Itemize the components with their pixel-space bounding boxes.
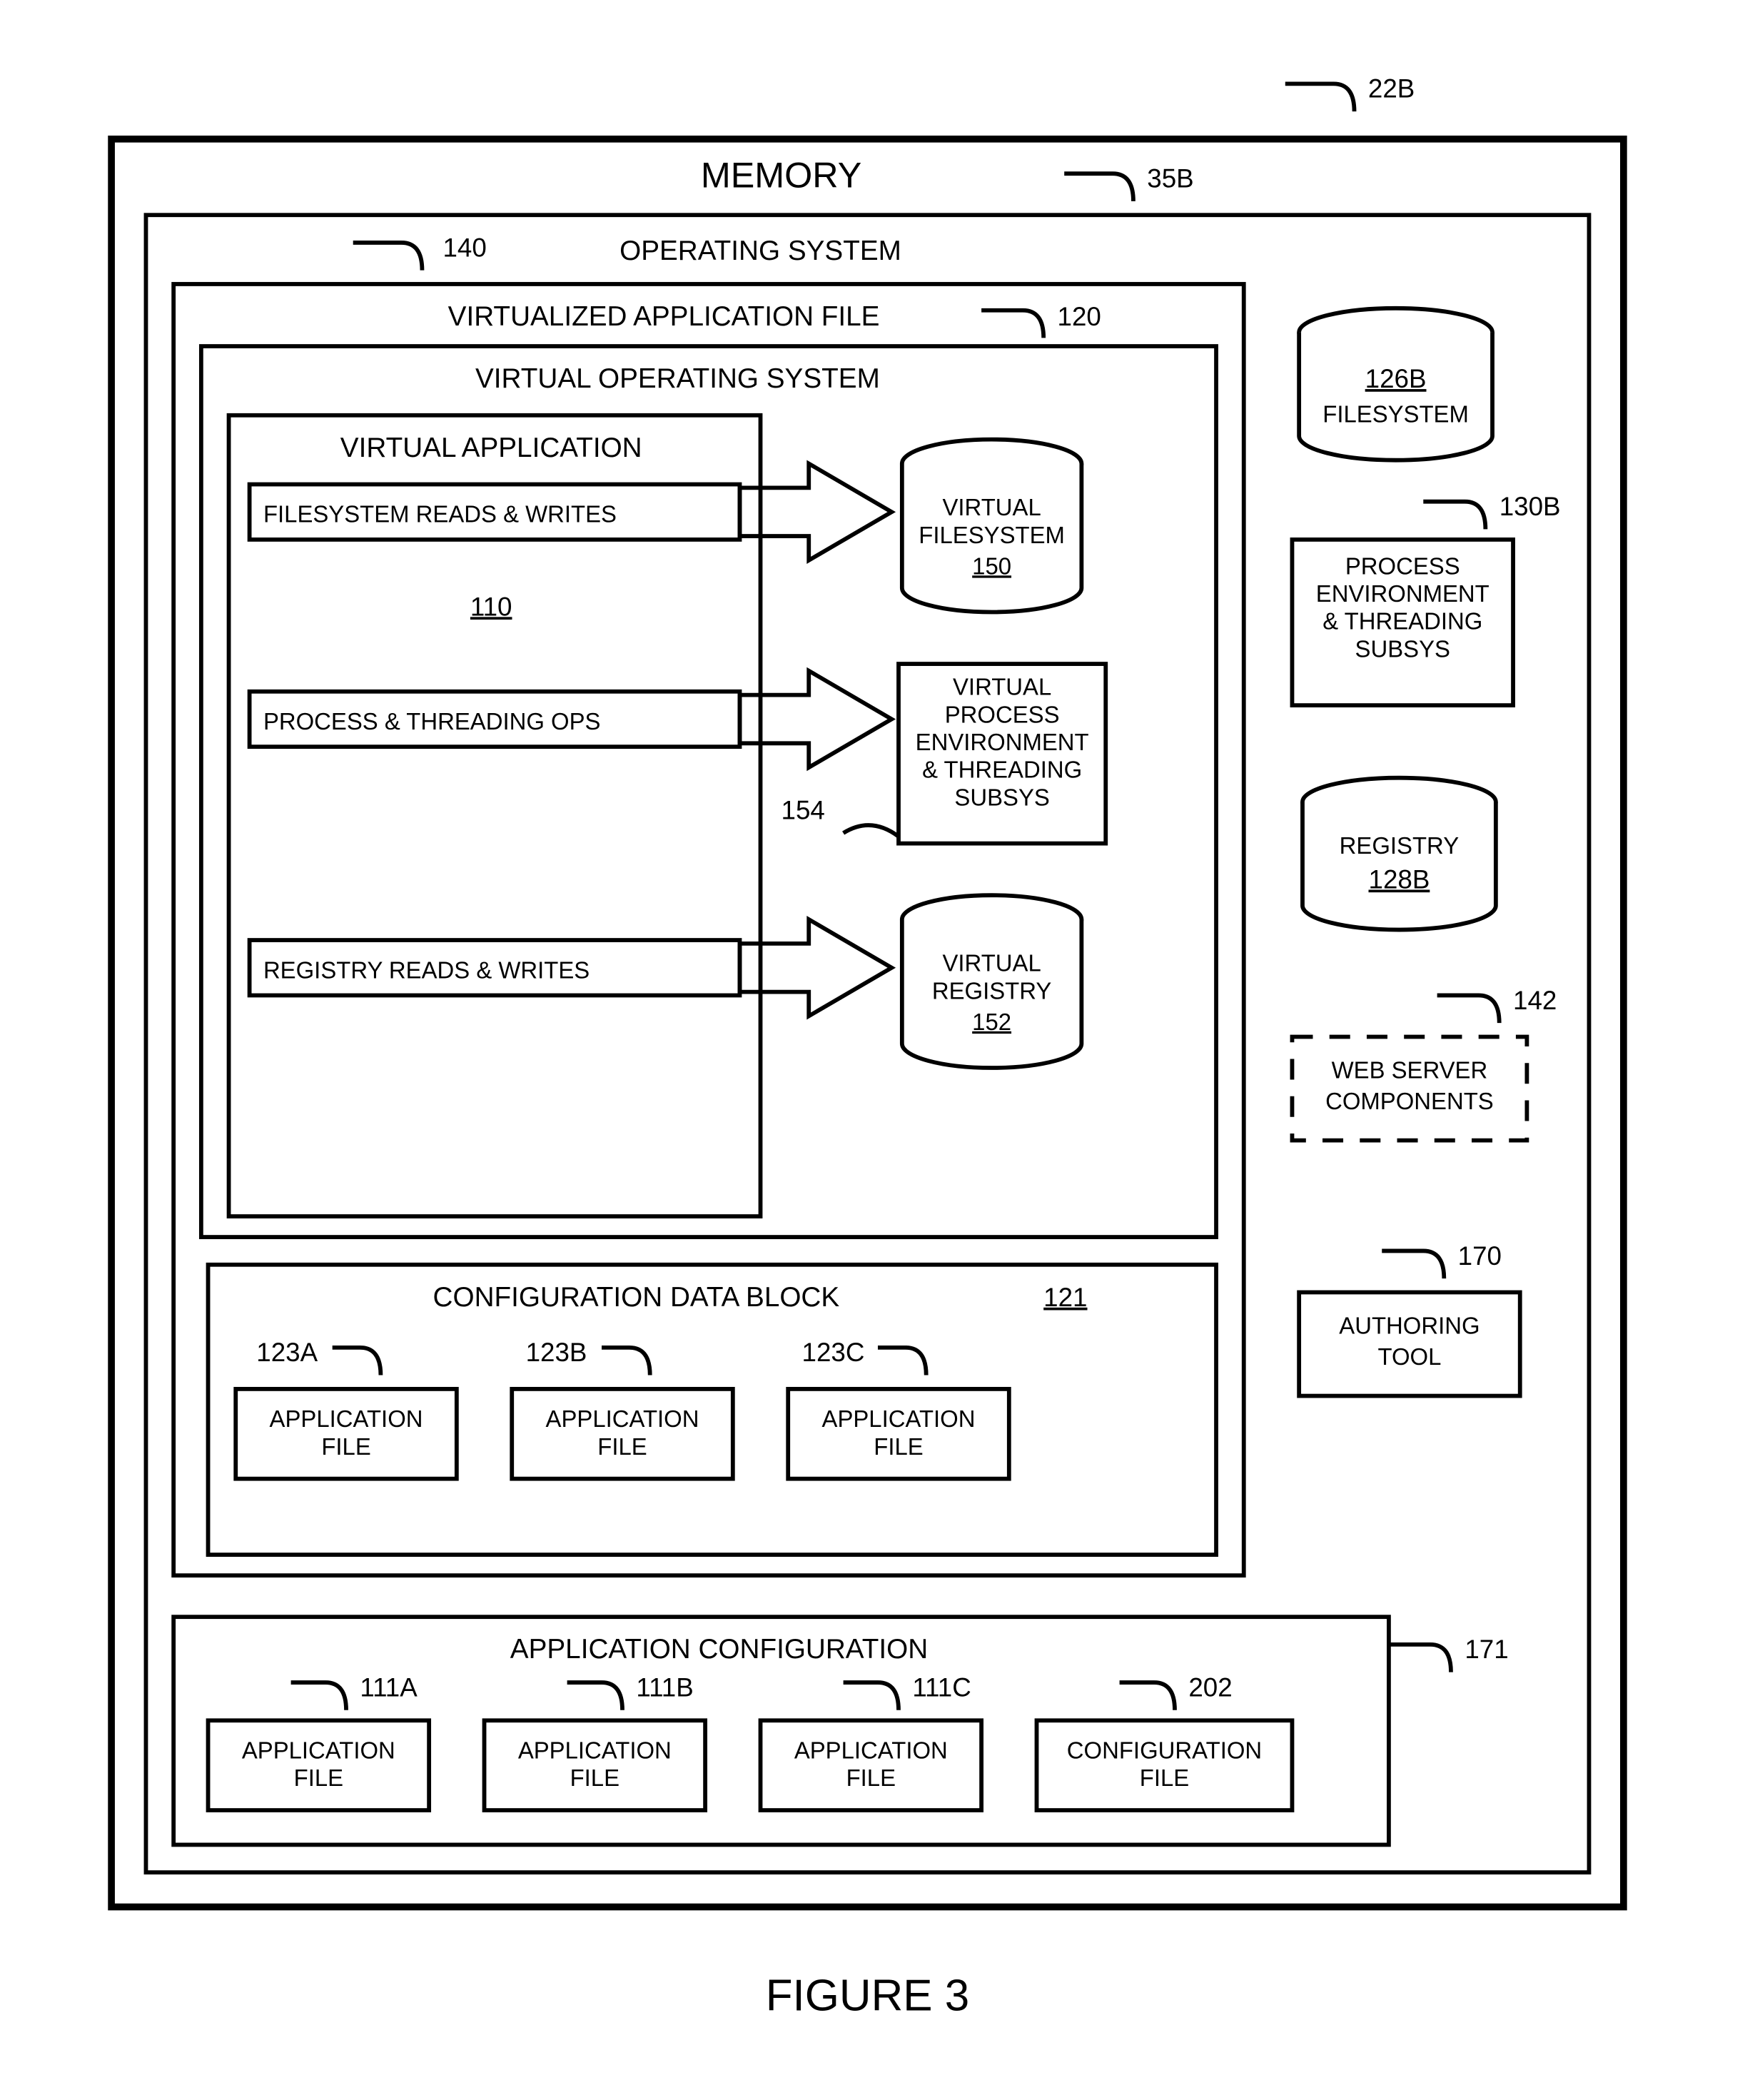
ref-154-label: 154	[782, 796, 825, 825]
appfile-111A-2: FILE	[294, 1765, 343, 1791]
pe-1: PROCESS	[1345, 552, 1460, 579]
ref-128B-label: 128B	[1369, 864, 1430, 894]
diagram-svg: 22B MEMORY 35B OPERATING SYSTEM 140 VIRT…	[29, 29, 1726, 2060]
ref-142-label: 142	[1513, 986, 1557, 1015]
vreg-2: REGISTRY	[932, 977, 1052, 1004]
registry-cylinder: REGISTRY 128B	[1303, 778, 1496, 930]
virtual-reg-cylinder: VIRTUAL REGISTRY 152	[902, 895, 1082, 1068]
vpe-4: & THREADING	[922, 757, 1082, 783]
pt-ops-label: PROCESS & THREADING OPS	[263, 708, 601, 735]
memory-label: MEMORY	[701, 155, 861, 196]
ref-123C-label: 123C	[802, 1338, 865, 1367]
appfile-123A-1: APPLICATION	[270, 1405, 423, 1432]
appfile-111C-1: APPLICATION	[794, 1737, 948, 1763]
ref-171-label: 171	[1465, 1635, 1508, 1664]
ref-123A-label: 123A	[256, 1338, 318, 1367]
reg-rw-label: REGISTRY READS & WRITES	[263, 956, 590, 983]
appfile-111A-1: APPLICATION	[242, 1737, 395, 1763]
appfile-123A-2: FILE	[321, 1433, 370, 1460]
callout-22B	[1285, 84, 1355, 111]
ref-35B-label: 35B	[1147, 164, 1193, 193]
appfile-123B-2: FILE	[597, 1433, 647, 1460]
auth-2: TOOL	[1377, 1343, 1441, 1370]
os-label: OPERATING SYSTEM	[619, 236, 901, 266]
vreg-1: VIRTUAL	[942, 950, 1041, 976]
registry-label: REGISTRY	[1340, 832, 1460, 859]
appfile-123C-1: APPLICATION	[822, 1405, 976, 1432]
ref-130B-label: 130B	[1499, 492, 1561, 521]
appfile-111B-2: FILE	[570, 1765, 619, 1791]
ref-202-label: 202	[1188, 1672, 1232, 1702]
ws-1: WEB SERVER	[1332, 1057, 1488, 1084]
vapp-label: VIRTUAL APPLICATION	[340, 433, 642, 463]
vpe-1: VIRTUAL	[953, 674, 1051, 700]
ref-123B-label: 123B	[526, 1338, 587, 1367]
fs-cylinder: 126B FILESYSTEM	[1299, 308, 1492, 460]
pe-3: & THREADING	[1322, 608, 1482, 635]
ref-110-label: 110	[470, 592, 512, 621]
fs-rw-label: FILESYSTEM READS & WRITES	[263, 501, 617, 527]
vpe-2: PROCESS	[945, 701, 1060, 727]
vaf-label: VIRTUALIZED APPLICATION FILE	[448, 301, 880, 332]
pe-2: ENVIRONMENT	[1316, 580, 1490, 607]
conf-block-label: CONFIGURATION DATA BLOCK	[433, 1282, 840, 1313]
vfs-label-1: VIRTUAL	[942, 494, 1041, 520]
ref-22B-label: 22B	[1368, 74, 1415, 104]
appfile-111C-2: FILE	[846, 1765, 896, 1791]
vfs-ref: 150	[972, 552, 1011, 579]
virtual-fs-cylinder: VIRTUAL FILESYSTEM 150	[902, 440, 1082, 612]
appfile-123C-2: FILE	[874, 1433, 923, 1460]
pe-4: SUBSYS	[1355, 635, 1450, 662]
ws-2: COMPONENTS	[1325, 1088, 1494, 1114]
vpe-3: ENVIRONMENT	[916, 729, 1089, 755]
vreg-ref: 152	[972, 1009, 1011, 1035]
vos-label: VIRTUAL OPERATING SYSTEM	[475, 363, 880, 394]
appfile-123B-1: APPLICATION	[546, 1405, 699, 1432]
app-conf-label: APPLICATION CONFIGURATION	[510, 1634, 928, 1665]
diagram-root: 22B MEMORY 35B OPERATING SYSTEM 140 VIRT…	[29, 29, 1726, 2064]
conffile-202-1: CONFIGURATION	[1067, 1737, 1262, 1763]
ref-111A-label: 111A	[360, 1672, 418, 1702]
ref-126B-label: 126B	[1365, 364, 1427, 393]
vfs-label-2: FILESYSTEM	[919, 522, 1065, 548]
ref-140-label: 140	[442, 233, 486, 262]
auth-1: AUTHORING	[1339, 1313, 1480, 1339]
ref-170-label: 170	[1458, 1241, 1502, 1271]
fs-label: FILESYSTEM	[1322, 400, 1469, 427]
ref-111C-label: 111C	[912, 1672, 971, 1702]
ref-120-label: 120	[1058, 302, 1101, 331]
appfile-111B-1: APPLICATION	[518, 1737, 672, 1763]
figure-title: FIGURE 3	[766, 1972, 970, 2021]
ref-111B-label: 111B	[636, 1672, 693, 1702]
conffile-202-2: FILE	[1140, 1765, 1189, 1791]
ref-121-label: 121	[1043, 1283, 1087, 1312]
vpe-5: SUBSYS	[954, 784, 1049, 810]
